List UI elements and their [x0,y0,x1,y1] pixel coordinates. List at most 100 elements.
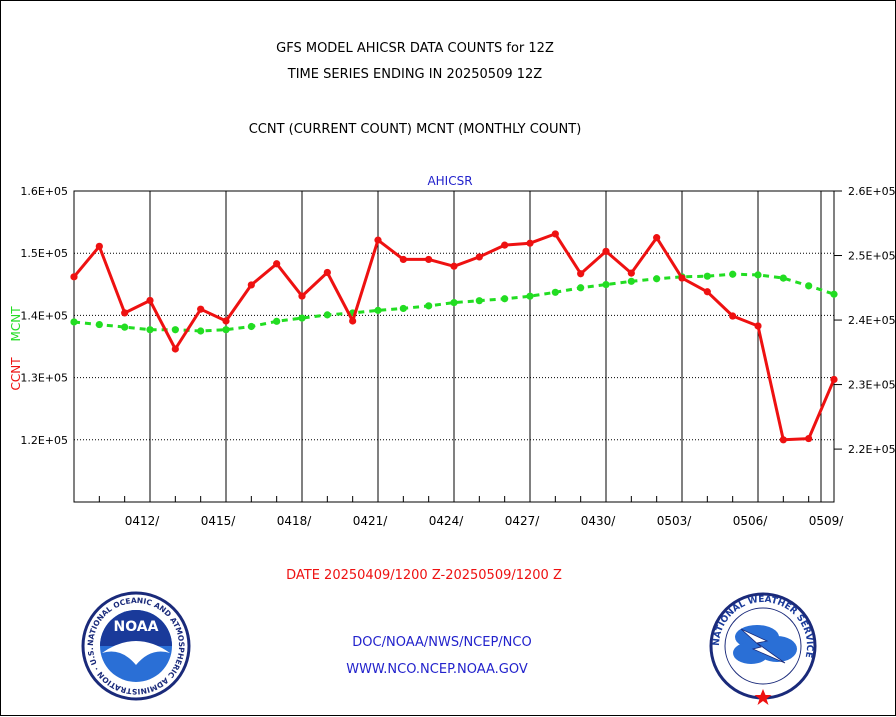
ccnt-point [171,345,179,353]
nws-logo[interactable]: NATIONAL WEATHER SERVICE [709,592,817,705]
ccnt-point [298,292,306,300]
y-right-tick-label: 2.5E+05 [848,250,896,263]
y-left-tick-label: 1.2E+05 [20,434,68,447]
ccnt-point [450,262,458,270]
mcnt-point [146,326,154,334]
ccnt-point [729,312,737,320]
ccnt-point [678,274,686,282]
mcnt-point [653,275,661,283]
mcnt-point [399,304,407,313]
grid-lines [74,191,834,502]
mcnt-point [197,327,205,335]
y-right-tick-label: 2.3E+05 [848,379,896,392]
ccnt-point [475,253,483,261]
footer-website-link[interactable]: WWW.NCO.NCEP.NOAA.GOV [346,662,528,677]
ccnt-point [349,317,357,325]
chart-title: GFS MODEL AHICSR DATA COUNTS for 12Z [276,41,554,56]
mcnt-point [298,314,306,322]
mcnt-point [703,272,711,280]
ccnt-point [146,296,154,305]
date-range-label: DATE 20250409/1200 Z-20250509/1200 Z [286,568,562,583]
ccnt-point [399,255,407,264]
ccnt-series [70,230,838,444]
y-left-tick-label: 1.4E+05 [20,309,68,322]
mcnt-point [121,323,129,331]
x-tick-label: 0421/ [353,514,389,528]
mcnt-point [425,302,433,310]
x-tick-label: 0412/ [125,514,161,528]
ccnt-point [551,230,559,238]
x-tick-label: 0424/ [429,514,465,528]
y-axis-right: 2.2E+05 2.3E+05 2.4E+05 2.5E+05 2.6E+05 [834,185,896,456]
ccnt-point [805,434,813,443]
ccnt-point [703,288,711,296]
mcnt-point [95,320,103,329]
noaa-logo[interactable]: NATIONAL OCEANIC AND ATMOSPHERIC ADMINIS… [1,1,191,701]
mcnt-point [830,290,838,298]
mcnt-point [729,270,737,278]
x-tick-label: 0509/ [809,514,845,528]
mcnt-point [323,311,331,319]
mcnt-point [551,288,559,296]
mcnt-point [273,317,281,325]
mcnt-point [779,274,787,282]
ccnt-point [830,375,838,384]
ccnt-point [653,234,661,242]
ccnt-point [323,268,331,277]
y-axis-left: 1.2E+05 1.3E+05 1.4E+05 1.5E+05 1.6E+05 [20,185,68,447]
x-tick-label: 0418/ [277,514,313,528]
ccnt-point [754,322,762,330]
ccnt-point [602,247,610,255]
mcnt-point [754,271,762,279]
ccnt-point [501,241,509,249]
y-left-tick-label: 1.5E+05 [20,247,68,260]
mcnt-point [577,284,585,292]
chart-title-line2: TIME SERIES ENDING IN 20250509 12Z [287,67,543,82]
noaa-logo-text: NOAA [114,619,159,635]
ccnt-point [70,273,78,281]
x-tick-label: 0503/ [657,514,693,528]
ccnt-point [247,281,255,289]
ccnt-point [627,269,635,277]
y-right-tick-label: 2.4E+05 [848,314,896,327]
ccnt-point [121,309,129,317]
mcnt-point [602,280,610,289]
x-axis: 0412/0415/0418/0421/0424/0427/0430/0503/… [73,496,845,528]
y-axis-label-mcnt: MCNT [9,306,23,342]
mcnt-point [450,299,458,307]
y-left-tick-label: 1.3E+05 [20,372,68,385]
series-label: AHICSR [427,174,472,188]
svg-text:NATIONAL OCEANIC AND ATMOSPHER: NATIONAL OCEANIC AND ATMOSPHERIC ADMINIS… [1,1,186,696]
mcnt-point [475,297,483,305]
x-tick-label: 0415/ [201,514,237,528]
mcnt-point [247,322,255,331]
ccnt-point [577,270,585,278]
footer-org-link[interactable]: DOC/NOAA/NWS/NCEP/NCO [352,635,531,650]
y-right-tick-label: 2.2E+05 [848,443,896,456]
x-tick-label: 0427/ [505,514,541,528]
ccnt-point [197,305,205,313]
ccnt-point [526,239,534,247]
mcnt-point [222,326,230,334]
chart-subtitle: CCNT (CURRENT COUNT) MCNT (MONTHLY COUNT… [249,122,582,137]
mcnt-point [70,318,78,326]
y-right-tick-label: 2.6E+05 [848,185,896,198]
mcnt-point [374,306,382,314]
mcnt-point [805,282,813,290]
x-tick-label: 0430/ [581,514,617,528]
y-left-tick-label: 1.6E+05 [20,185,68,198]
ccnt-point [273,260,281,268]
ccnt-point [779,436,787,444]
ccnt-point [222,317,230,325]
ccnt-point [425,255,433,264]
mcnt-point [501,295,509,303]
ccnt-point [374,236,382,244]
x-tick-label: 0506/ [733,514,769,528]
y-axis-label-ccnt: CCNT [9,357,23,391]
ccnt-point [95,242,103,250]
mcnt-point [627,277,635,285]
mcnt-point [526,292,534,300]
mcnt-point [171,326,179,334]
